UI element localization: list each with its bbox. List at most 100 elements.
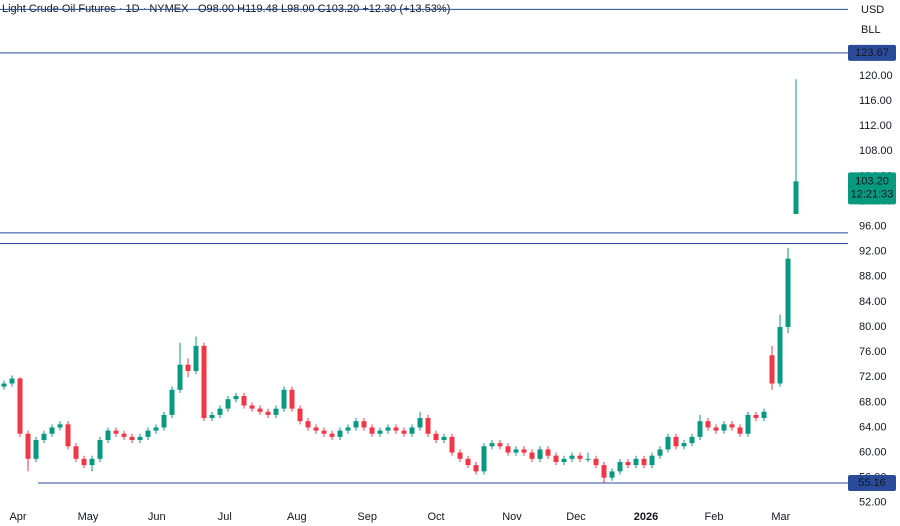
candle-body xyxy=(689,436,695,444)
x-tick-label: Apr xyxy=(9,511,26,523)
candle-body xyxy=(529,452,535,459)
candle-body xyxy=(209,414,215,419)
candle-body xyxy=(585,458,591,460)
candle-body xyxy=(553,455,559,462)
candle-body xyxy=(185,364,191,371)
currency: USD xyxy=(861,4,884,16)
candle-body xyxy=(137,436,143,441)
y-tick-label: 108.00 xyxy=(859,145,893,157)
candle-body xyxy=(729,424,735,428)
candle-body xyxy=(409,427,415,434)
candle-body xyxy=(361,421,367,428)
unit: BLL xyxy=(861,24,881,36)
candle-body xyxy=(321,430,327,434)
candle-body xyxy=(57,424,63,428)
candle-body xyxy=(441,436,447,441)
candle-body xyxy=(33,440,39,459)
candle-body xyxy=(505,446,511,453)
candle-body xyxy=(681,443,687,447)
candle-body xyxy=(41,433,47,441)
candle-body xyxy=(769,355,775,384)
x-tick-label: Nov xyxy=(502,511,522,523)
candle-body xyxy=(761,411,767,419)
candle-body xyxy=(201,345,207,419)
last-price-tag xyxy=(848,172,896,205)
candle-body xyxy=(377,430,383,434)
candle-body xyxy=(433,433,439,441)
candle-body xyxy=(545,449,551,456)
chart-title: Light Crude Oil Futures · 1D · NYMEX xyxy=(2,3,189,15)
price-tag xyxy=(848,44,896,61)
price-tag-label: 55.16 xyxy=(858,477,886,489)
candle-body xyxy=(49,427,55,434)
x-tick-label: Dec xyxy=(566,511,586,523)
x-tick-label: 2026 xyxy=(634,511,658,523)
candle-body xyxy=(793,181,799,215)
candle-body xyxy=(425,418,431,434)
candle-body xyxy=(393,427,399,431)
candle-body xyxy=(697,421,703,437)
y-tick-label: 112.00 xyxy=(859,120,892,132)
candle-body xyxy=(249,405,255,409)
candle-body xyxy=(737,427,743,434)
y-tick-label: 80.00 xyxy=(859,321,887,333)
candle-body xyxy=(649,455,655,466)
x-tick-label: Jul xyxy=(218,511,232,523)
x-tick-label: Jun xyxy=(148,511,166,523)
candle-body xyxy=(273,408,279,415)
y-tick-label: 60.00 xyxy=(859,446,887,458)
candle-body xyxy=(193,345,199,371)
y-tick-label: 68.00 xyxy=(859,396,887,408)
candle-body xyxy=(121,433,127,437)
candle-body xyxy=(721,424,727,431)
candle-body xyxy=(745,414,751,434)
candle-body xyxy=(369,427,375,434)
candle-body xyxy=(497,443,503,447)
candle-body xyxy=(9,378,15,384)
candle-body xyxy=(129,436,135,441)
ohlc-readout: O98.00 H119.48 L98.00 C103.20 +12.30 (+1… xyxy=(198,3,450,15)
x-tick-label: Aug xyxy=(287,511,307,523)
candle-body xyxy=(217,408,223,415)
x-tick-label: Sep xyxy=(357,511,377,523)
candle-body xyxy=(513,449,519,453)
candle-body xyxy=(609,471,615,478)
candle-body xyxy=(521,449,527,453)
candle-body xyxy=(617,461,623,472)
candle-body xyxy=(305,421,311,428)
x-tick-label: Feb xyxy=(705,511,724,523)
candle-body xyxy=(281,389,287,409)
y-tick-label: 120.00 xyxy=(859,70,893,82)
y-tick-label: 52.00 xyxy=(859,497,887,509)
candle-body xyxy=(353,421,359,428)
candle-body xyxy=(641,458,647,466)
x-tick-label: Oct xyxy=(427,511,444,523)
candle-body xyxy=(1,383,7,387)
candle-body xyxy=(465,458,471,466)
candle-body xyxy=(753,414,759,419)
candle-body xyxy=(577,455,583,459)
x-tick-label: Mar xyxy=(771,511,790,523)
candle-body xyxy=(537,449,543,459)
candle-body xyxy=(297,408,303,422)
candle-body xyxy=(569,455,575,459)
candle-body xyxy=(25,433,31,459)
candle-body xyxy=(145,430,151,437)
candle-body xyxy=(457,452,463,459)
candle-body xyxy=(257,408,263,412)
candle-body xyxy=(73,446,79,459)
candle-body xyxy=(161,414,167,428)
candle-body xyxy=(105,430,111,441)
candle-body xyxy=(633,458,639,466)
candle-body xyxy=(97,440,103,459)
candle-body xyxy=(665,436,671,450)
candle-body xyxy=(705,421,711,428)
price-tag-label: 123.67 xyxy=(855,47,889,59)
candle-body xyxy=(481,446,487,472)
candle-body xyxy=(177,364,183,390)
candle-body xyxy=(657,449,663,456)
candle-body xyxy=(17,378,23,434)
candle-body xyxy=(713,427,719,431)
candle-body xyxy=(417,418,423,428)
candle-body xyxy=(673,436,679,447)
